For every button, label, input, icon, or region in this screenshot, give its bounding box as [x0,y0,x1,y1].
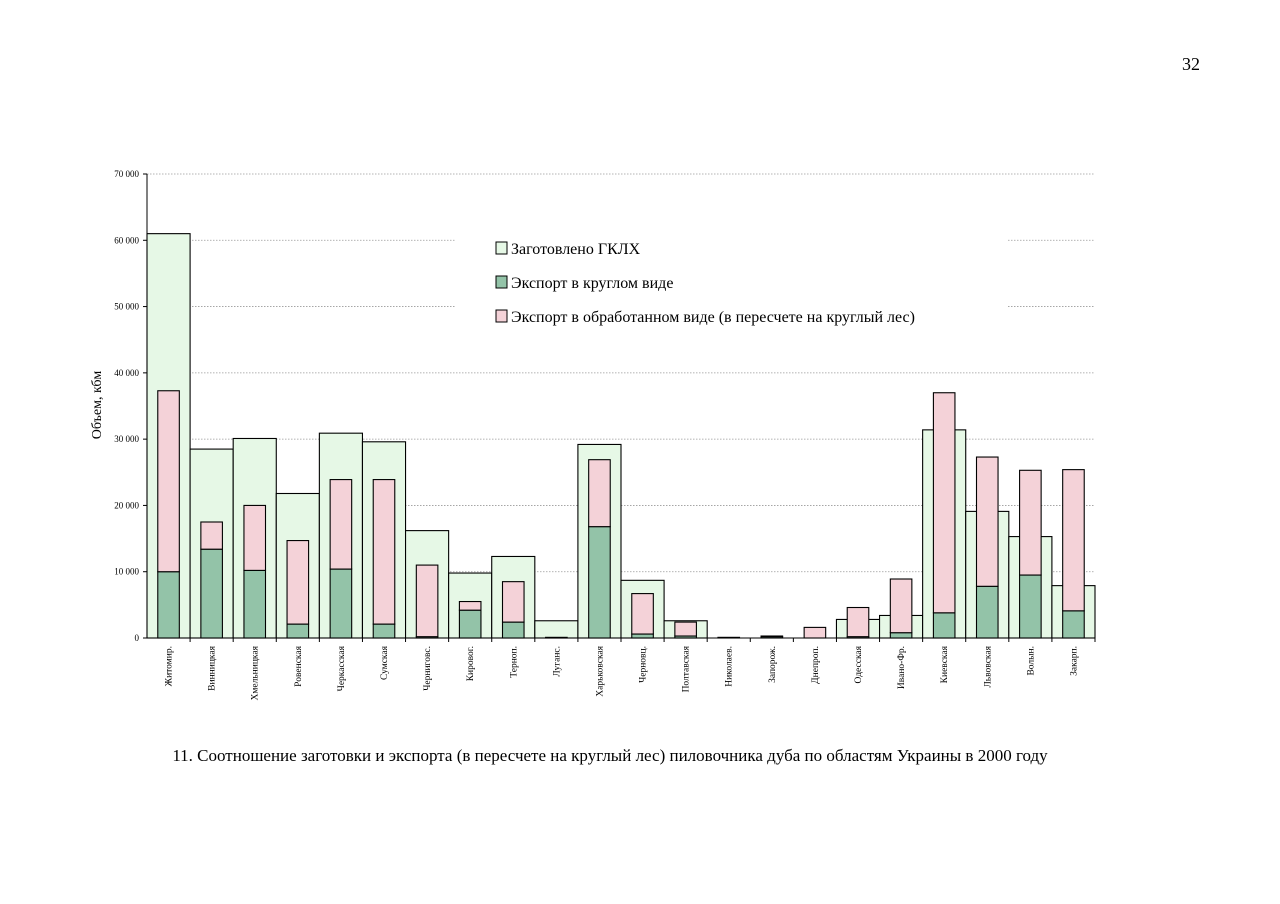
y-tick-label: 60 000 [114,235,139,245]
export-processed-bar [1062,469,1085,612]
x-category-label: Николаев. [725,646,735,687]
export-round-bar [157,571,180,639]
x-category-label: Запорож. [768,646,778,683]
x-category-label: Львовская [983,645,993,687]
legend-swatch-harvest [495,241,508,255]
y-tick-label: 40 000 [114,368,139,378]
export-round-bar [1062,610,1085,639]
x-category-label: Сумская [380,645,390,680]
export-round-bar [588,526,611,639]
y-tick-label: 0 [135,633,140,643]
y-tick-label: 20 000 [114,500,139,510]
export-processed-bar [243,504,267,571]
legend-item-export-round: Экспорт в круглом виде [495,275,673,292]
legend-label-harvest: Заготовлено ГКЛХ [511,241,641,258]
export-round-bar [200,548,223,639]
export-processed-bar [889,578,913,634]
export-processed-bar [157,390,180,573]
legend-swatch-export-processed [495,309,508,323]
export-processed-bar [975,456,999,587]
x-category-label: Харьковская [595,645,605,696]
x-category-label: Одесская [854,645,864,683]
export-processed-bar [458,600,482,611]
export-round-bar [329,568,353,639]
export-processed-bar [200,521,223,550]
x-category-label: Луганс. [552,646,562,677]
x-category-label: Киевская [940,645,950,683]
x-category-label: Ровенская [294,645,304,686]
legend-item-harvest: Заготовлено ГКЛХ [495,241,641,258]
y-axis-title: Объем, кбм [90,371,105,440]
export-round-bar [975,585,999,639]
export-processed-bar [588,459,611,528]
export-processed-bar [932,392,956,614]
export-round-bar [458,609,482,639]
export-round-bar [1019,574,1042,639]
export-processed-bar [329,479,353,570]
export-processed-bar [501,581,525,623]
harvest-bar [534,620,579,639]
y-tick-label: 50 000 [114,302,139,312]
figure-caption: 11. Соотношение заготовки и экспорта (в … [172,746,1048,765]
x-category-label: Днепроп. [811,646,821,684]
export-processed-bar [415,564,439,638]
legend-label-export-round: Экспорт в круглом виде [511,275,673,292]
y-tick-label: 30 000 [114,434,139,444]
export-round-bar [501,621,525,639]
x-category-label: Закарп. [1069,646,1079,676]
export-processed-bar [846,606,870,638]
y-tick-label: 10 000 [114,567,139,577]
x-category-label: Черкасская [337,645,347,691]
export-bars [157,390,1085,639]
export-processed-bar [372,479,396,625]
x-category-label: Хмельницкая [251,645,261,700]
export-round-bar [932,612,956,639]
x-category-label: Винницкая [208,645,218,690]
export-round-bar [372,623,396,639]
legend-background [456,232,1008,337]
axes: 0 10 000 20 000 30 000 40 000 50 000 60 000 70 … [114,169,1096,700]
x-category-label: Черниговс. [423,646,433,691]
x-category-label: Полтавская [682,645,692,692]
legend-swatch-export-round [495,275,508,289]
x-category-label: Житомир. [165,646,175,686]
export-processed-bar [760,635,784,638]
x-category-label: Терноп. [509,646,519,678]
legend-label-export-processed: Экспорт в обработанном виде (в пересчете… [511,309,915,326]
page-number: 32 [1182,54,1200,74]
x-category-label: Ивано-Фр. [897,646,907,689]
export-round-bar [631,633,654,639]
x-category-label: Черновц. [639,646,649,683]
legend: Заготовлено ГКЛХ Экспорт в круглом виде … [456,232,1008,337]
x-category-label: Кировог. [466,646,476,681]
x-category-label: Волын. [1026,646,1036,676]
y-tick-label: 70 000 [114,169,139,179]
export-round-bar [889,632,913,639]
export-round-bar [243,569,267,639]
export-processed-bar [674,621,697,637]
legend-item-export-processed: Экспорт в обработанном виде (в пересчете… [495,309,915,326]
export-round-bar [286,623,310,639]
export-processed-bar [631,593,654,635]
export-processed-bar [286,540,310,625]
export-processed-bar [803,626,827,639]
export-processed-bar [1019,469,1042,576]
